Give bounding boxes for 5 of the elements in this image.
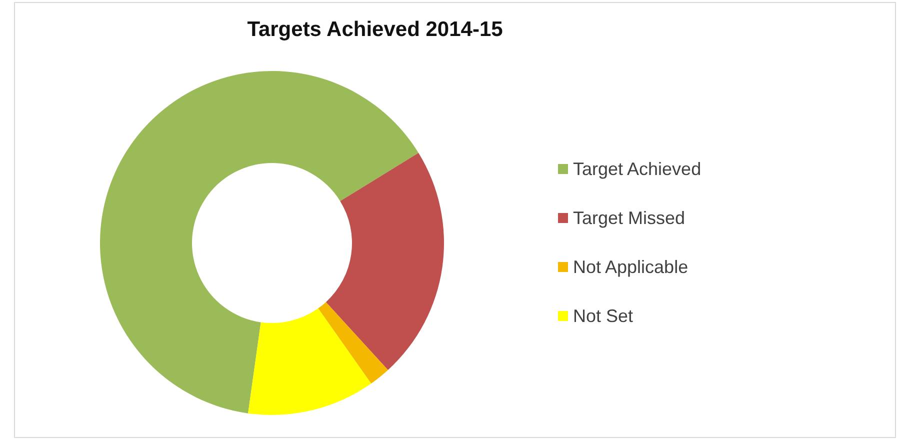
legend-label: Target Missed — [573, 208, 686, 228]
legend-label: Not Set — [573, 306, 634, 326]
chart-title: Targets Achieved 2014-15 — [247, 18, 504, 41]
legend-label: Target Achieved — [573, 159, 702, 179]
legend-label: Not Applicable — [573, 257, 688, 277]
